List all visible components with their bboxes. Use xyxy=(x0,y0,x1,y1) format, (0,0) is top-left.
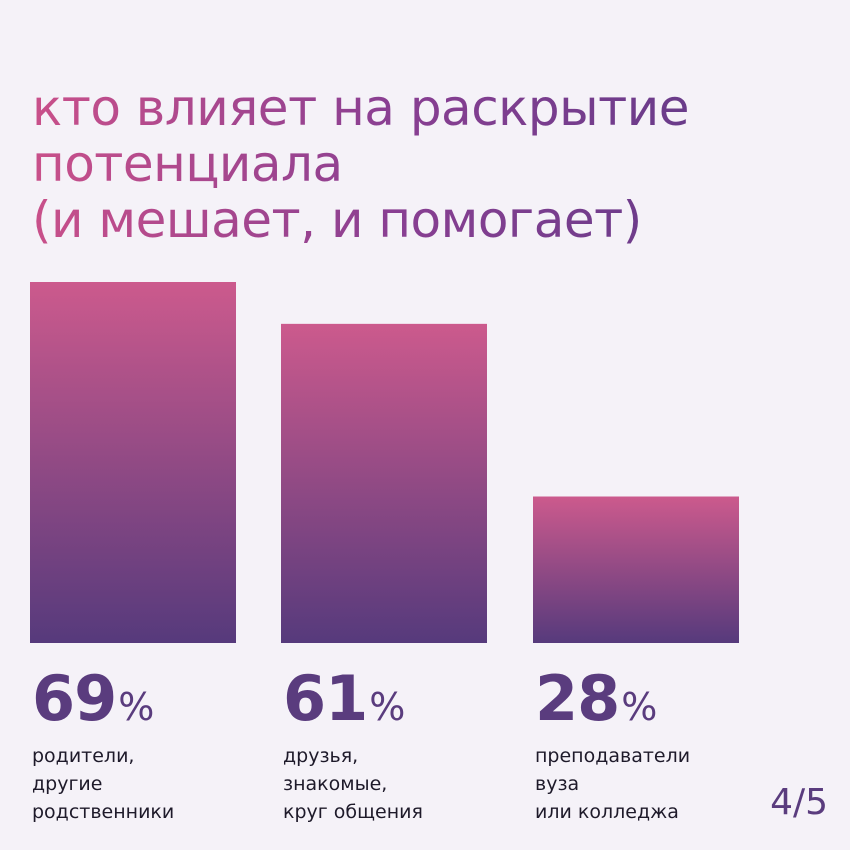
bar-3 xyxy=(533,496,739,643)
value-label-1-number: 69 xyxy=(32,662,117,735)
category-label-2-line-1: друзья, xyxy=(283,745,359,767)
bar-1 xyxy=(30,282,236,643)
value-label-2: 61% xyxy=(283,662,406,735)
value-label-3-unit: % xyxy=(621,685,658,729)
category-label-3: преподаватели вуза или колледжа xyxy=(535,742,765,826)
category-label-1-line-1: родители, xyxy=(32,745,135,767)
category-label-2-line-3: круг общения xyxy=(283,801,423,823)
value-label-1: 69% xyxy=(32,662,155,735)
category-label-1-line-2: другие xyxy=(32,773,103,795)
category-label-3-line-1: преподаватели xyxy=(535,745,691,767)
category-label-1: родители, другие родственники xyxy=(32,742,262,826)
category-label-2-line-2: знакомые, xyxy=(283,773,388,795)
value-label-2-number: 61 xyxy=(283,662,368,735)
value-label-3-number: 28 xyxy=(535,662,620,735)
category-label-2: друзья, знакомые, круг общения xyxy=(283,742,513,826)
category-label-1-line-3: родственники xyxy=(32,801,175,823)
value-label-2-unit: % xyxy=(369,685,406,729)
value-label-1-unit: % xyxy=(118,685,155,729)
category-label-3-line-3: или колледжа xyxy=(535,801,679,823)
page-indicator: 4/5 xyxy=(770,782,828,823)
value-label-3: 28% xyxy=(535,662,658,735)
bar-2 xyxy=(281,323,487,643)
category-label-3-line-2: вуза xyxy=(535,773,580,795)
